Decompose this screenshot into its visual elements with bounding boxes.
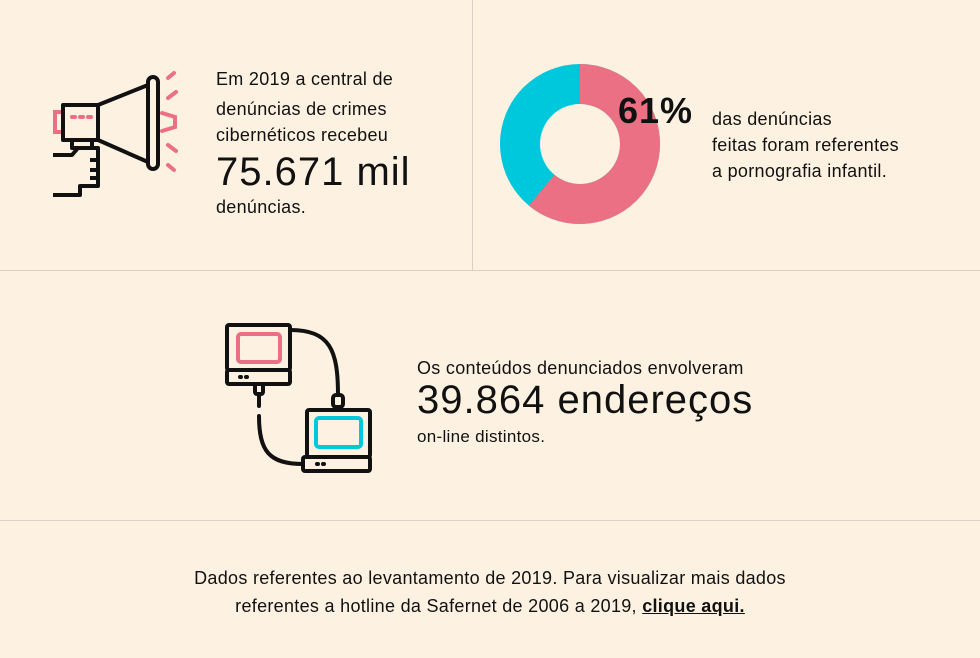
footer-note: Dados referentes ao levantamento de 2019… <box>0 564 980 620</box>
footer-line2: referentes a hotline da Safernet de 2006… <box>0 592 980 620</box>
stat3-line2: on-line distintos. <box>417 427 546 446</box>
divider-2 <box>0 520 980 521</box>
more-data-link[interactable]: clique aqui. <box>642 596 745 616</box>
divider-1 <box>0 270 980 271</box>
stat1-line4: denúncias. <box>216 197 307 217</box>
footer-line1: Dados referentes ao levantamento de 2019… <box>194 568 786 588</box>
stat3-value: 39.864 endereços <box>417 378 754 422</box>
stat2-line1: das denúncias <box>712 109 832 129</box>
footer-line2-text: referentes a hotline da Safernet de 2006… <box>235 596 637 616</box>
stat2-line2: feitas foram referentes <box>712 135 899 155</box>
donut-share <box>500 64 660 224</box>
stat1-value: 75.671 mil <box>216 150 411 194</box>
divider-vertical <box>472 0 473 270</box>
stat1-line2: denúncias de crimes <box>216 99 387 119</box>
stat2-percent: 61% <box>618 90 694 131</box>
stat2-line3: a pornografia infantil. <box>712 161 888 181</box>
stat1-line3: cibernéticos recebeu <box>216 125 389 145</box>
megaphone-icon <box>53 71 178 197</box>
stat1-line1: Em 2019 a central de <box>216 69 394 89</box>
stat3-line1: Os conteúdos denunciados envolveram <box>417 358 744 378</box>
connected-computers-icon <box>225 323 372 473</box>
donut-chart <box>500 64 660 224</box>
